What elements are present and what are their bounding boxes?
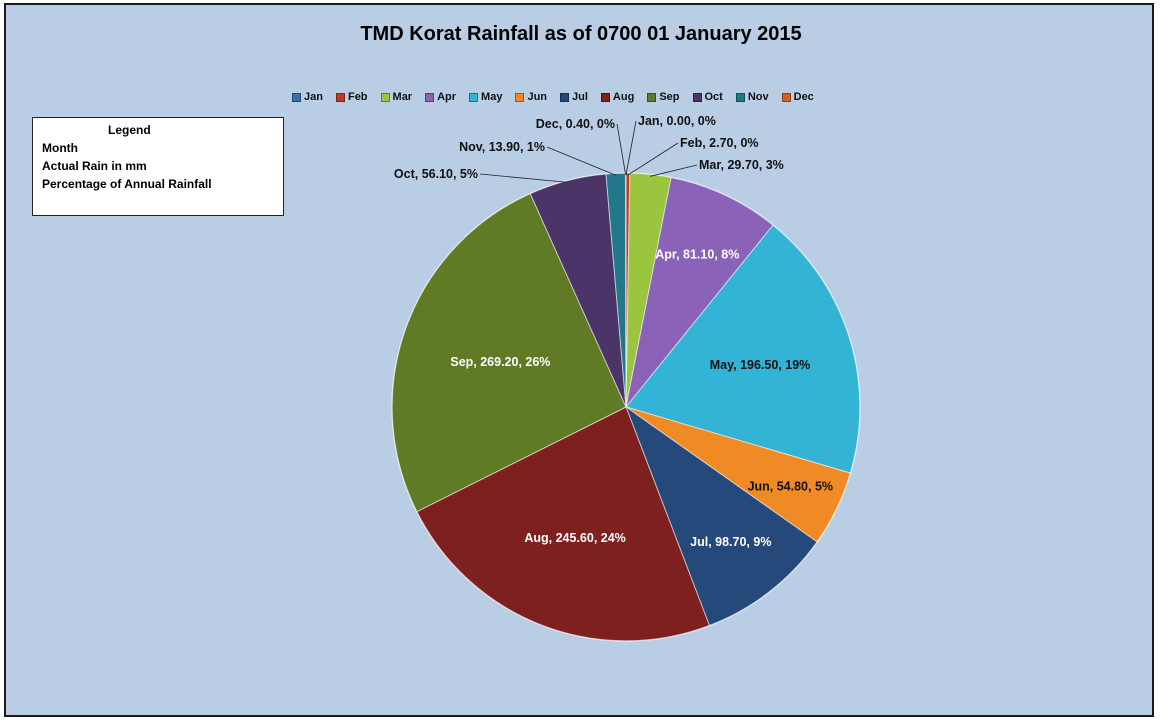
legend-swatch-feb	[335, 92, 345, 102]
legend-item-mar: Mar	[380, 91, 413, 103]
chart-area: TMD Korat Rainfall as of 0700 01 January…	[4, 3, 1154, 717]
pie-slice-dec	[624, 172, 627, 408]
legend-box-line-percentage: Percentage of Annual Rainfall	[42, 177, 212, 191]
leader-line-mar	[650, 164, 698, 177]
pie-slice-sep	[391, 192, 627, 513]
leader-line-nov	[546, 146, 616, 176]
legend-box: Legend Month Actual Rain in mm Percentag…	[32, 117, 284, 216]
leader-line-oct	[479, 173, 568, 183]
data-label-may: May, 196.50, 19%	[710, 358, 811, 372]
legend-item-jun: Jun	[515, 91, 547, 103]
legend-item-apr: Apr	[425, 91, 456, 103]
data-label-jun: Jun, 54.80, 5%	[748, 480, 833, 494]
legend-swatch-oct	[692, 92, 702, 102]
legend-box-title: Legend	[108, 123, 151, 137]
legend-item-nov: Nov	[735, 91, 769, 103]
legend-item-aug: Aug	[600, 91, 635, 103]
series-legend: Jan Feb Mar Apr May Jun Jul Aug Sep Oct Nov Dec	[292, 91, 814, 103]
data-label-jul: Jul, 98.70, 9%	[690, 535, 771, 549]
legend-label-sep: Sep	[659, 91, 680, 103]
data-label-nov: Nov, 13.90, 1%	[459, 140, 545, 154]
data-label-sep: Sep, 269.20, 26%	[450, 355, 550, 369]
data-label-mar: Mar, 29.70, 3%	[699, 158, 784, 172]
pie-slice-may	[625, 224, 861, 474]
legend-swatch-dec	[781, 92, 791, 102]
data-label-dec: Dec, 0.40, 0%	[536, 117, 615, 131]
leader-line-jan	[625, 120, 637, 176]
leader-line-dec	[616, 123, 627, 176]
legend-label-jan: Jan	[304, 91, 323, 103]
legend-swatch-jan	[292, 92, 301, 102]
legend-box-line-rain: Actual Rain in mm	[42, 159, 147, 173]
legend-item-may: May	[469, 91, 502, 103]
legend-label-aug: Aug	[612, 91, 635, 103]
legend-swatch-aug	[600, 92, 610, 102]
legend-item-sep: Sep	[647, 91, 680, 103]
data-label-apr: Apr, 81.10, 8%	[655, 247, 739, 261]
legend-label-feb: Feb	[347, 91, 368, 103]
legend-box-line-month: Month	[42, 141, 78, 155]
pie-slice-aug	[416, 406, 711, 642]
leader-line-feb	[627, 142, 679, 176]
legend-swatch-nov	[735, 92, 745, 102]
legend-item-jul: Jul	[560, 91, 588, 103]
legend-label-may: May	[481, 91, 503, 103]
legend-label-jul: Jul	[572, 91, 588, 103]
legend-swatch-jul	[560, 92, 570, 102]
data-label-oct: Oct, 56.10, 5%	[394, 167, 478, 181]
legend-item-oct: Oct	[692, 91, 723, 103]
chart-title: TMD Korat Rainfall as of 0700 01 January…	[360, 23, 802, 45]
legend-swatch-jun	[515, 92, 525, 102]
pie-slice-jul	[624, 405, 818, 627]
pie-chart: Jan, 0.00, 0% Feb, 2.70, 0% Mar, 29.70, 3%…	[391, 114, 861, 642]
legend-label-oct: Oct	[704, 91, 723, 103]
legend-item-dec: Dec	[781, 91, 814, 103]
legend-label-dec: Dec	[793, 91, 814, 103]
legend-label-nov: Nov	[747, 91, 769, 103]
legend-swatch-apr	[425, 92, 435, 102]
pie-slice-apr	[625, 176, 774, 408]
legend-label-mar: Mar	[392, 91, 413, 103]
data-label-aug: Aug, 245.60, 24%	[524, 531, 625, 545]
legend-label-apr: Apr	[437, 91, 457, 103]
legend-item-feb: Feb	[335, 91, 368, 103]
legend-swatch-mar	[380, 92, 390, 102]
legend-swatch-sep	[647, 92, 657, 102]
legend-swatch-may	[469, 92, 479, 102]
legend-label-jun: Jun	[527, 91, 548, 103]
data-label-jan: Jan, 0.00, 0%	[638, 114, 716, 128]
legend-item-jan: Jan	[292, 91, 323, 103]
data-label-feb: Feb, 2.70, 0%	[680, 136, 759, 150]
